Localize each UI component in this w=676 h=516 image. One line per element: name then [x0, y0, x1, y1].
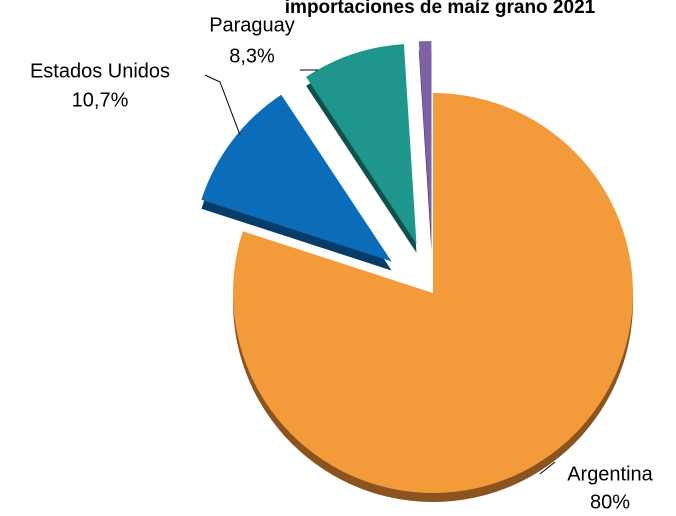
- slice: [232, 93, 633, 494]
- slice: [201, 94, 392, 262]
- slice-label: Estados Unidos: [30, 60, 170, 82]
- slice: [418, 41, 432, 242]
- slice-label: Paraguay: [209, 14, 295, 36]
- slice-label: Argentina: [567, 463, 653, 485]
- slice-value-label: 8,3%: [229, 45, 275, 67]
- slices: [201, 41, 633, 502]
- leader-line: [539, 461, 556, 475]
- leader-line: [204, 74, 241, 136]
- slice: [306, 44, 417, 244]
- chart-title: importaciones de maíz grano 2021: [285, 0, 596, 18]
- slice-value-label: 10,7%: [72, 89, 129, 111]
- slice-value-label: 80%: [590, 491, 630, 513]
